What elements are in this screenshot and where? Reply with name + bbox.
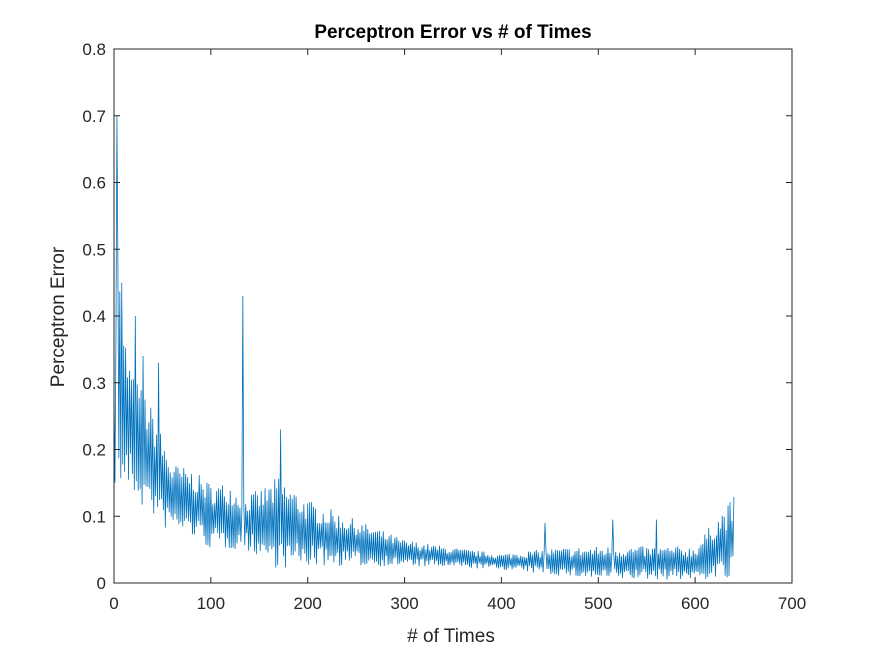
x-tick-label: 600: [681, 594, 709, 613]
y-tick-label: 0.2: [82, 441, 106, 460]
x-ticks: 0 100 200 300 400 500 600 700: [109, 49, 806, 613]
x-tick-label: 300: [390, 594, 418, 613]
x-tick-label: 0: [109, 594, 118, 613]
series-layer: [113, 115, 735, 580]
y-ticks: 0 0.1 0.2 0.3 0.4 0.5 0.6 0.7 0.8: [82, 40, 792, 593]
x-tick-label: 100: [197, 594, 225, 613]
y-tick-label: 0: [97, 574, 106, 593]
y-tick-label: 0.3: [82, 374, 106, 393]
y-tick-label: 0.1: [82, 507, 106, 526]
y-tick-label: 0.4: [82, 307, 106, 326]
x-tick-label: 200: [294, 594, 322, 613]
y-tick-label: 0.8: [82, 40, 106, 59]
y-tick-label: 0.5: [82, 240, 106, 259]
plot-area: [114, 49, 792, 583]
x-axis-label: # of Times: [407, 626, 495, 647]
x-tick-label: 700: [778, 594, 806, 613]
x-tick-label: 400: [487, 594, 515, 613]
series-line: [113, 115, 735, 580]
y-tick-label: 0.6: [82, 174, 106, 193]
x-tick-label: 500: [584, 594, 612, 613]
y-axis-label: Perceptron Error: [48, 246, 69, 387]
chart-title: Perceptron Error vs # of Times: [314, 22, 591, 43]
y-tick-label: 0.7: [82, 107, 106, 126]
